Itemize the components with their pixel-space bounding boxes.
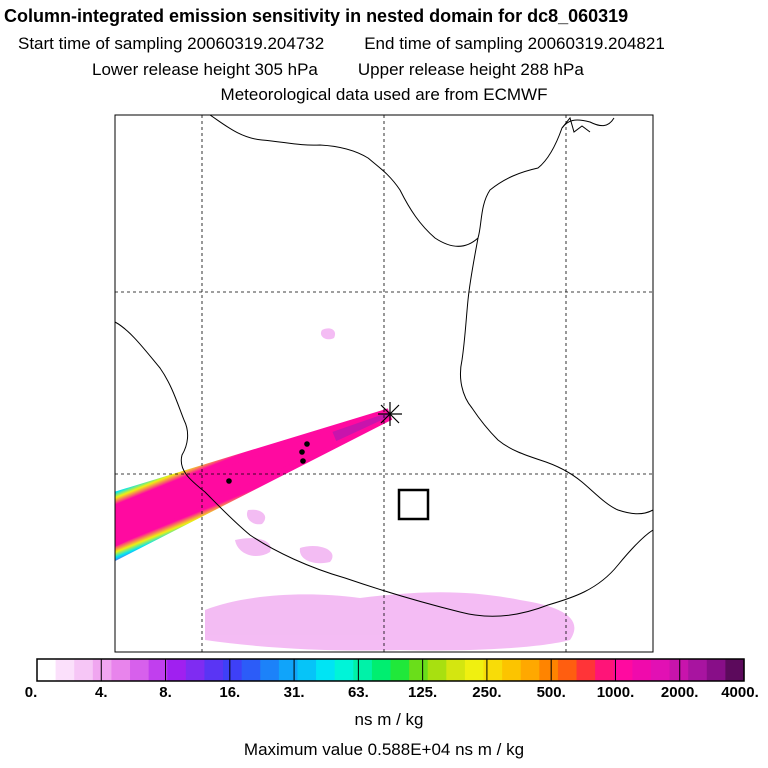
colorbar-segment	[409, 659, 429, 681]
colorbar-segment	[613, 659, 633, 681]
met-data-note: Meteorological data used are from ECMWF	[220, 85, 548, 104]
coastlines	[115, 115, 653, 617]
colorbar-segment	[427, 659, 447, 681]
plume	[115, 408, 393, 575]
trajectory-point	[299, 449, 305, 455]
colorbar-segment	[390, 659, 410, 681]
patch-mid	[299, 545, 333, 564]
colorbar	[36, 658, 745, 682]
colorbar-tick-label: 1000.	[597, 684, 635, 701]
colorbar-segment	[260, 659, 280, 681]
map-frame-group	[115, 115, 653, 652]
colorbar-tick-label: 250.	[472, 684, 501, 701]
coast-east	[459, 237, 653, 515]
colorbar-segment	[223, 659, 243, 681]
receptor-star-icon	[378, 402, 402, 426]
colorbar-segment	[595, 659, 615, 681]
colorbar-segment	[502, 659, 522, 681]
low-sensitivity-patches	[205, 328, 575, 651]
colorbar-segment	[706, 659, 726, 681]
patch-southwest	[235, 538, 271, 556]
colorbar-segment	[669, 659, 689, 681]
colorbar-tick-label: 0.	[25, 684, 38, 701]
colorbar-tick-label: 16.	[219, 684, 240, 701]
plume-core	[115, 411, 392, 562]
sampling-times: Start time of sampling 20060319.204732 En…	[18, 34, 768, 54]
trajectory-point	[304, 441, 310, 447]
colorbar-tick-label: 2000.	[661, 684, 699, 701]
map-border	[114, 114, 654, 653]
coast-west	[115, 321, 653, 617]
colorbar-segment	[446, 659, 466, 681]
colorbar-segment	[557, 659, 578, 681]
patch-center	[320, 328, 336, 340]
colorbar-unit: ns m / kg	[354, 710, 424, 729]
colorbar-segment	[632, 659, 652, 681]
colorbar-segment	[576, 659, 596, 681]
start-time: Start time of sampling 20060319.204732	[18, 34, 325, 53]
colorbar-segment	[185, 659, 206, 681]
colorbar-tick-label: 63.	[348, 684, 369, 701]
colorbar-tick-label: 125.	[408, 684, 437, 701]
colorbar-segment	[92, 659, 113, 681]
colorbar-tick-label: 31.	[284, 684, 305, 701]
colorbar-segment	[74, 659, 94, 681]
colorbar-segment	[725, 659, 745, 681]
patch-south	[205, 592, 575, 651]
colorbar-segment	[688, 659, 708, 681]
colorbar-segment	[148, 659, 168, 681]
trajectory-point	[300, 458, 306, 464]
grid-lines	[115, 115, 653, 652]
nested-domain-box	[397, 488, 430, 521]
colorbar-segment	[111, 659, 131, 681]
max-value: Maximum value 0.588E+04 ns m / kg	[243, 740, 525, 759]
colorbar-segment	[650, 659, 671, 681]
colorbar-segment	[371, 659, 392, 681]
coast-north	[209, 115, 615, 247]
lower-release-height: Lower release height 305 hPa	[92, 60, 318, 79]
colorbar-tick-label: 4.	[95, 684, 108, 701]
patch-west	[246, 509, 266, 525]
colorbar-segment	[167, 659, 187, 681]
colorbar-segment	[204, 659, 224, 681]
colorbar-tick-label: 4000.	[721, 684, 759, 701]
colorbar-segment	[464, 659, 485, 681]
trajectory-point	[226, 478, 232, 484]
upper-release-height: Upper release height 288 hPa	[357, 60, 584, 79]
colorbar-segment	[278, 659, 299, 681]
chart-title: Column-integrated emission sensitivity i…	[4, 6, 629, 26]
colorbar-segment	[483, 659, 503, 681]
colorbar-segment	[130, 659, 150, 681]
colorbar-segment	[316, 659, 336, 681]
colorbar-frame	[36, 658, 745, 682]
trajectory-points	[226, 441, 310, 484]
colorbar-segment	[55, 659, 75, 681]
colorbar-segment	[353, 659, 373, 681]
release-heights: Lower release height 305 hPa Upper releas…	[92, 60, 768, 80]
colorbar-tick-labels: 0. 4. 8. 16. 31. 63. 125. 250. 500. 1000. 2000. 400…	[25, 684, 759, 701]
colorbar-segment	[37, 659, 57, 681]
colorbar-segment	[241, 659, 261, 681]
colorbar-tick-label: 500.	[537, 684, 566, 701]
colorbar-segment	[297, 659, 317, 681]
end-time: End time of sampling 20060319.204821	[364, 34, 665, 53]
plume-peak	[332, 412, 391, 442]
colorbar-segment	[334, 659, 354, 681]
colorbar-tick-label: 8.	[159, 684, 172, 701]
colorbar-segment	[539, 659, 559, 681]
coast-east-upper	[561, 116, 591, 133]
colorbar-segment	[520, 659, 540, 681]
